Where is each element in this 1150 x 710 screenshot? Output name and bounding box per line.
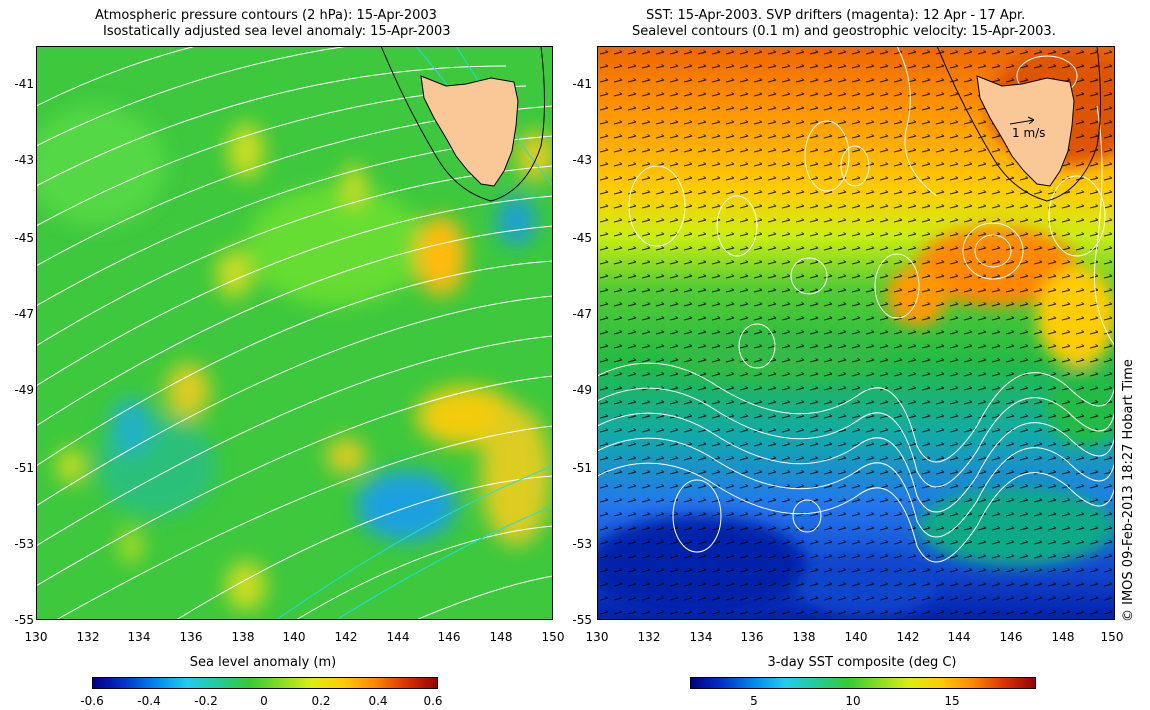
left-x-tick: 132 — [76, 630, 100, 644]
sea-level-anomaly-map — [36, 46, 553, 620]
left-x-tick: 136 — [179, 630, 203, 644]
right-colorbar-tick: 10 — [845, 694, 861, 708]
right-x-tick: 140 — [844, 630, 868, 644]
left-x-tick: 150 — [541, 630, 565, 644]
right-title-line2: Sealevel contours (0.1 m) and geostrophi… — [632, 24, 1056, 39]
sea-level-colorbar — [92, 677, 438, 689]
right-x-tick: 134 — [689, 630, 713, 644]
left-y-tick: -55 — [14, 613, 34, 627]
left-y-tick: -43 — [14, 153, 34, 167]
left-y-tick: -53 — [14, 537, 34, 551]
left-x-tick: 146 — [437, 630, 461, 644]
right-y-tick: -49 — [572, 383, 592, 397]
right-x-tick: 142 — [896, 630, 920, 644]
right-x-tick: 130 — [585, 630, 609, 644]
right-y-tick: -45 — [572, 231, 592, 245]
right-y-tick: -43 — [572, 153, 592, 167]
sst-colorbar — [690, 677, 1036, 689]
right-colorbar-tick: 5 — [750, 694, 758, 708]
right-x-tick: 132 — [637, 630, 661, 644]
imos-credit: © IMOS 09-Feb-2013 18:27 Hobart Time — [1121, 359, 1136, 622]
right-colorbar-title: 3-day SST composite (deg C) — [767, 655, 957, 670]
left-title-line1: Atmospheric pressure contours (2 hPa): 1… — [95, 8, 437, 23]
left-x-tick: 144 — [386, 630, 410, 644]
right-x-tick: 146 — [999, 630, 1023, 644]
left-colorbar-tick: -0.6 — [80, 694, 104, 708]
left-x-tick: 138 — [231, 630, 255, 644]
left-x-tick: 142 — [334, 630, 358, 644]
right-x-tick: 148 — [1051, 630, 1075, 644]
left-colorbar-tick: 0.2 — [311, 694, 331, 708]
left-y-tick: -45 — [14, 231, 34, 245]
left-colorbar-tick: 0 — [260, 694, 268, 708]
left-x-tick: 140 — [282, 630, 306, 644]
right-x-tick: 136 — [740, 630, 764, 644]
right-y-tick: -47 — [572, 307, 592, 321]
left-colorbar-tick: -0.4 — [137, 694, 161, 708]
left-colorbar-tick: 0.6 — [423, 694, 443, 708]
right-x-tick: 144 — [947, 630, 971, 644]
left-colorbar-tick: -0.2 — [194, 694, 218, 708]
left-y-tick: -47 — [14, 307, 34, 321]
right-title-line1: SST: 15-Apr-2003. SVP drifters (magenta)… — [646, 8, 1026, 23]
velocity-scale-label: 1 m/s — [1012, 126, 1046, 140]
sst-map — [597, 46, 1115, 620]
left-y-tick: -49 — [14, 383, 34, 397]
left-y-tick: -41 — [14, 77, 34, 91]
right-colorbar-tick: 15 — [944, 694, 960, 708]
right-x-tick: 150 — [1100, 630, 1124, 644]
right-y-tick: -41 — [572, 77, 592, 91]
left-x-tick: 148 — [489, 630, 513, 644]
left-x-tick: 134 — [127, 630, 151, 644]
left-title-line2: Isostatically adjusted sea level anomaly… — [103, 24, 451, 39]
left-y-tick: -51 — [14, 461, 34, 475]
right-y-tick: -51 — [572, 461, 592, 475]
right-y-tick: -53 — [572, 537, 592, 551]
right-y-tick: -55 — [572, 613, 592, 627]
left-colorbar-tick: 0.4 — [368, 694, 388, 708]
left-x-tick: 130 — [24, 630, 48, 644]
right-x-tick: 138 — [792, 630, 816, 644]
left-colorbar-title: Sea level anomaly (m) — [189, 655, 337, 670]
